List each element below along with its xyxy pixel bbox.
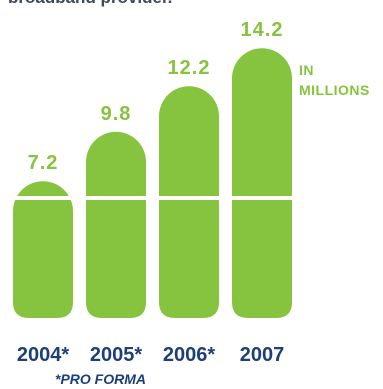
year-label: 2007	[240, 344, 285, 366]
intro-text: broadband provider.	[8, 0, 172, 8]
bar-2004	[13, 181, 73, 318]
unit-label-line-1: IN	[299, 62, 314, 78]
bar-band	[159, 196, 219, 200]
unit-label-line-2: MILLIONS	[299, 82, 370, 98]
bar-2006	[159, 86, 219, 318]
value-label: 7.2	[28, 152, 59, 174]
footnote: *PRO FORMA	[55, 371, 146, 387]
value-label: 9.8	[101, 103, 132, 125]
year-label: 2005*	[90, 344, 142, 366]
bar-2005	[86, 131, 146, 318]
value-label: 14.2	[241, 19, 284, 41]
year-label: 2006*	[163, 344, 215, 366]
value-label: 12.2	[168, 57, 211, 79]
bar-band	[232, 196, 292, 200]
year-label: 2004*	[17, 344, 69, 366]
bar-band	[86, 196, 146, 200]
bar-2007	[232, 48, 292, 318]
bar-band	[13, 196, 73, 200]
